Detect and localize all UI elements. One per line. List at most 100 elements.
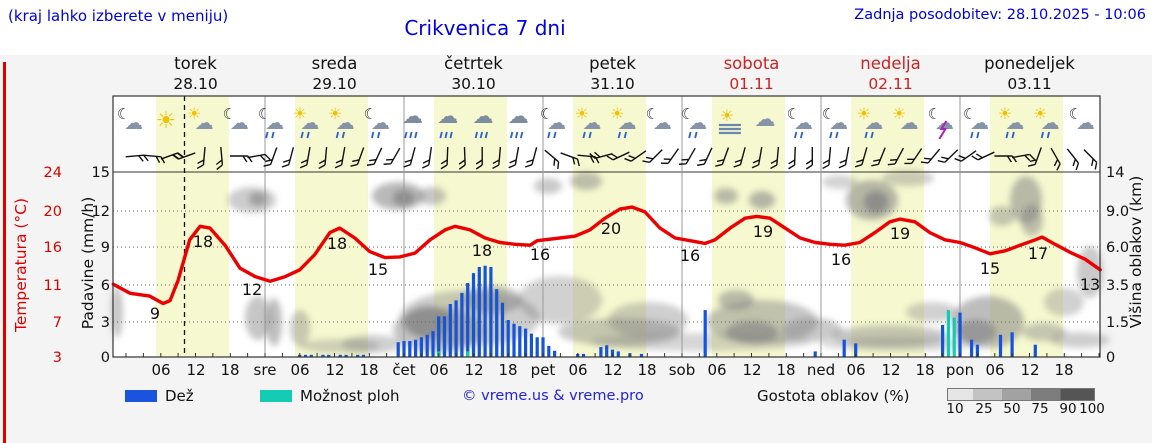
copyright-link[interactable]: © vreme.us & vreme.pro [462, 388, 644, 404]
grid [113, 96, 1100, 357]
svg-text:18: 18 [637, 361, 656, 379]
svg-text:☁: ☁ [794, 112, 813, 134]
weather-icons: ☾☁ ☀ ☀☁ ☾☁ ☾☁ ☀☁ ☀☁ ☾☁ ☁ ☁ ☁ ☁ ☾☁ ☀☁ ☀☁ ☾☁ ☾☁ ☀ ☁ ☾☁ ☾☁ ☀☁ ☀☁ ☾… [117, 104, 1095, 140]
rain-legend-swatch [125, 390, 157, 402]
svg-text:☁: ☁ [1076, 112, 1095, 134]
svg-text:17: 17 [1028, 244, 1048, 263]
svg-text:3.5: 3.5 [1106, 278, 1129, 294]
svg-text:☁: ☁ [265, 112, 284, 134]
svg-text:18: 18 [327, 234, 347, 253]
svg-text:☀: ☀ [857, 104, 871, 123]
svg-text:☾: ☾ [928, 105, 941, 123]
svg-text:06: 06 [290, 361, 309, 379]
svg-text:12: 12 [464, 361, 483, 379]
svg-text:13: 13 [1080, 275, 1100, 294]
svg-text:06: 06 [429, 361, 448, 379]
svg-text:9.0: 9.0 [1106, 204, 1129, 220]
svg-text:24: 24 [44, 165, 62, 181]
svg-text:20: 20 [601, 219, 621, 238]
svg-text:06: 06 [985, 361, 1004, 379]
svg-text:06: 06 [707, 361, 726, 379]
svg-text:pet: pet [531, 361, 556, 379]
svg-text:☾: ☾ [540, 105, 553, 123]
svg-text:☾: ☾ [681, 105, 694, 123]
svg-text:☾: ☾ [646, 105, 659, 123]
shower-legend-label: Možnost ploh [300, 387, 400, 405]
precip-tick-labels: 0 3 6 9 12 15 [92, 165, 110, 366]
svg-text:12: 12 [242, 280, 262, 299]
svg-text:☁: ☁ [437, 104, 458, 128]
svg-text:nedelja: nedelja [860, 54, 921, 73]
svg-text:28.10: 28.10 [173, 75, 217, 93]
svg-text:☾: ☾ [822, 105, 835, 123]
svg-text:ponedeljek: ponedeljek [984, 54, 1075, 73]
svg-text:3: 3 [101, 315, 110, 331]
svg-text:03.11: 03.11 [1007, 75, 1051, 93]
svg-text:☾: ☾ [364, 105, 377, 123]
svg-text:☁: ☁ [864, 112, 883, 134]
svg-text:☁: ☁ [230, 112, 249, 134]
density-tick: 50 [1003, 401, 1021, 417]
svg-text:☾: ☾ [223, 105, 236, 123]
svg-text:☾: ☾ [1069, 105, 1082, 123]
left-red-edge-line [3, 62, 6, 443]
cloud-density-gradient-bar [947, 388, 1095, 401]
density-tick: 10 [946, 401, 964, 417]
svg-text:☁: ☁ [508, 104, 529, 128]
svg-text:9: 9 [101, 240, 110, 256]
svg-text:☀: ☀ [720, 106, 734, 125]
svg-text:☀: ☀ [293, 104, 307, 123]
svg-text:18: 18 [193, 232, 213, 251]
svg-text:sreda: sreda [312, 54, 358, 73]
svg-text:☁: ☁ [124, 112, 143, 134]
day-headers: torek 28.10 sreda 29.10 četrtek 30.10 petek 31.… [173, 54, 1075, 93]
svg-text:☁: ☁ [618, 112, 637, 134]
svg-text:sre: sre [254, 361, 277, 379]
menu-hint-text: (kraj lahko izberete v meniju) [8, 7, 229, 25]
svg-text:11: 11 [44, 278, 62, 294]
svg-text:12: 12 [742, 361, 761, 379]
temperature-value-labels: 9 18 12 18 15 18 16 20 16 19 16 19 15 17 13 [150, 219, 1100, 323]
svg-text:12: 12 [1020, 361, 1039, 379]
density-tick: 100 [1079, 401, 1105, 417]
svg-text:19: 19 [753, 222, 773, 241]
svg-text:1.5: 1.5 [1106, 315, 1129, 331]
svg-text:16: 16 [44, 240, 62, 256]
svg-text:☁: ☁ [582, 112, 601, 134]
svg-text:20: 20 [44, 204, 62, 220]
svg-text:14: 14 [1106, 165, 1124, 181]
svg-text:☀: ☀ [610, 104, 624, 123]
svg-text:6.0: 6.0 [1106, 240, 1129, 256]
svg-text:☀: ☀ [892, 104, 906, 123]
svg-text:12: 12 [325, 361, 344, 379]
svg-text:06: 06 [846, 361, 865, 379]
svg-text:0: 0 [101, 350, 110, 366]
rain-legend-label: Dež [165, 387, 194, 405]
shower-legend-swatch [260, 390, 292, 402]
svg-text:☁: ☁ [547, 112, 566, 134]
cloud-density-tick-labels: 10 25 50 75 90 100 [946, 401, 1104, 419]
svg-text:16: 16 [680, 246, 700, 265]
svg-text:18: 18 [359, 361, 378, 379]
svg-text:18: 18 [776, 361, 795, 379]
svg-text:☾: ☾ [117, 105, 130, 123]
svg-text:16: 16 [530, 245, 550, 264]
cloud-density-legend-label: Gostota oblakov (%) [757, 387, 910, 405]
svg-text:☀: ☀ [156, 108, 177, 134]
svg-text:četrtek: četrtek [444, 54, 503, 73]
svg-text:petek: petek [589, 54, 636, 73]
svg-text:7: 7 [53, 315, 62, 331]
svg-text:☀: ☀ [328, 104, 342, 123]
svg-text:06: 06 [151, 361, 170, 379]
svg-text:torek: torek [174, 54, 217, 73]
svg-text:☁: ☁ [900, 112, 919, 134]
svg-text:☾: ☾ [258, 105, 271, 123]
svg-text:☁: ☁ [371, 112, 390, 134]
svg-text:ned: ned [807, 361, 835, 379]
density-tick: 90 [1059, 401, 1077, 417]
svg-text:☀: ☀ [575, 104, 589, 123]
last-update-text: Zadnja posodobitev: 28.10.2025 - 10:06 [854, 7, 1146, 23]
density-tick: 25 [975, 401, 993, 417]
svg-text:15: 15 [92, 165, 110, 181]
